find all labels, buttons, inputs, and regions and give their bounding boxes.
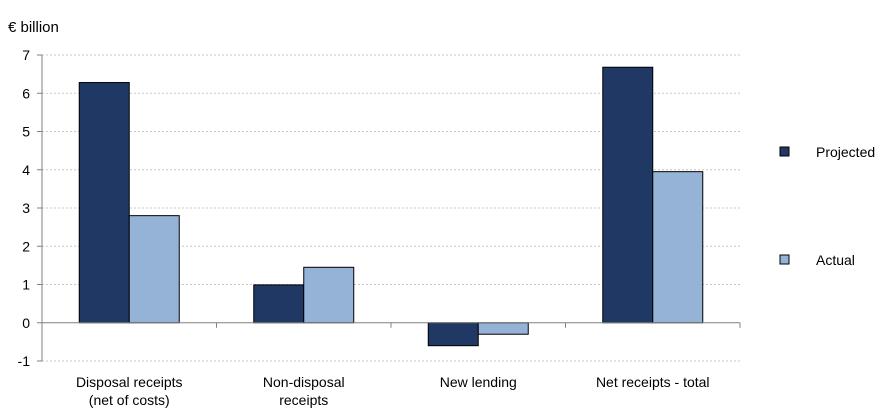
category-labels: Disposal receipts (net of costs) Non-dispo… — [76, 374, 710, 408]
category-label: Disposal receipts — [76, 374, 183, 390]
legend-swatch-actual — [779, 254, 790, 265]
y-tick-label: 3 — [22, 200, 30, 216]
y-axis-unit-label: € billion — [8, 19, 59, 36]
y-tick-labels: -1 0 1 2 3 4 5 6 7 — [18, 47, 31, 369]
bar-projected-3 — [602, 66, 654, 324]
y-tick-label: 2 — [22, 238, 30, 254]
bar-projected-2 — [427, 322, 479, 347]
bar-actual-2 — [477, 322, 529, 335]
y-tick-label: 4 — [22, 162, 30, 178]
bar-actual-0 — [128, 215, 180, 324]
category-label: receipts — [279, 392, 328, 408]
y-tick-label: 5 — [22, 124, 30, 140]
legend-label-projected: Projected — [816, 144, 875, 160]
y-tick-label: 7 — [22, 47, 30, 63]
bars — [78, 66, 704, 347]
legend-label-actual: Actual — [816, 252, 855, 268]
y-tick-label: 0 — [22, 315, 30, 331]
bar-projected-1 — [253, 284, 305, 324]
legend: Projected Actual — [779, 144, 875, 268]
y-tick-label: 6 — [22, 85, 30, 101]
category-label: New lending — [440, 374, 517, 390]
bar-projected-0 — [78, 82, 130, 324]
category-label: Net receipts - total — [596, 374, 710, 390]
legend-swatch-projected — [779, 146, 790, 157]
category-label: (net of costs) — [89, 392, 170, 408]
axes — [37, 54, 741, 362]
bar-actual-3 — [652, 171, 704, 324]
y-tick-label: 1 — [22, 277, 30, 293]
category-label: Non-disposal — [263, 374, 345, 390]
bar-actual-1 — [303, 266, 355, 324]
y-tick-label: -1 — [18, 353, 31, 369]
